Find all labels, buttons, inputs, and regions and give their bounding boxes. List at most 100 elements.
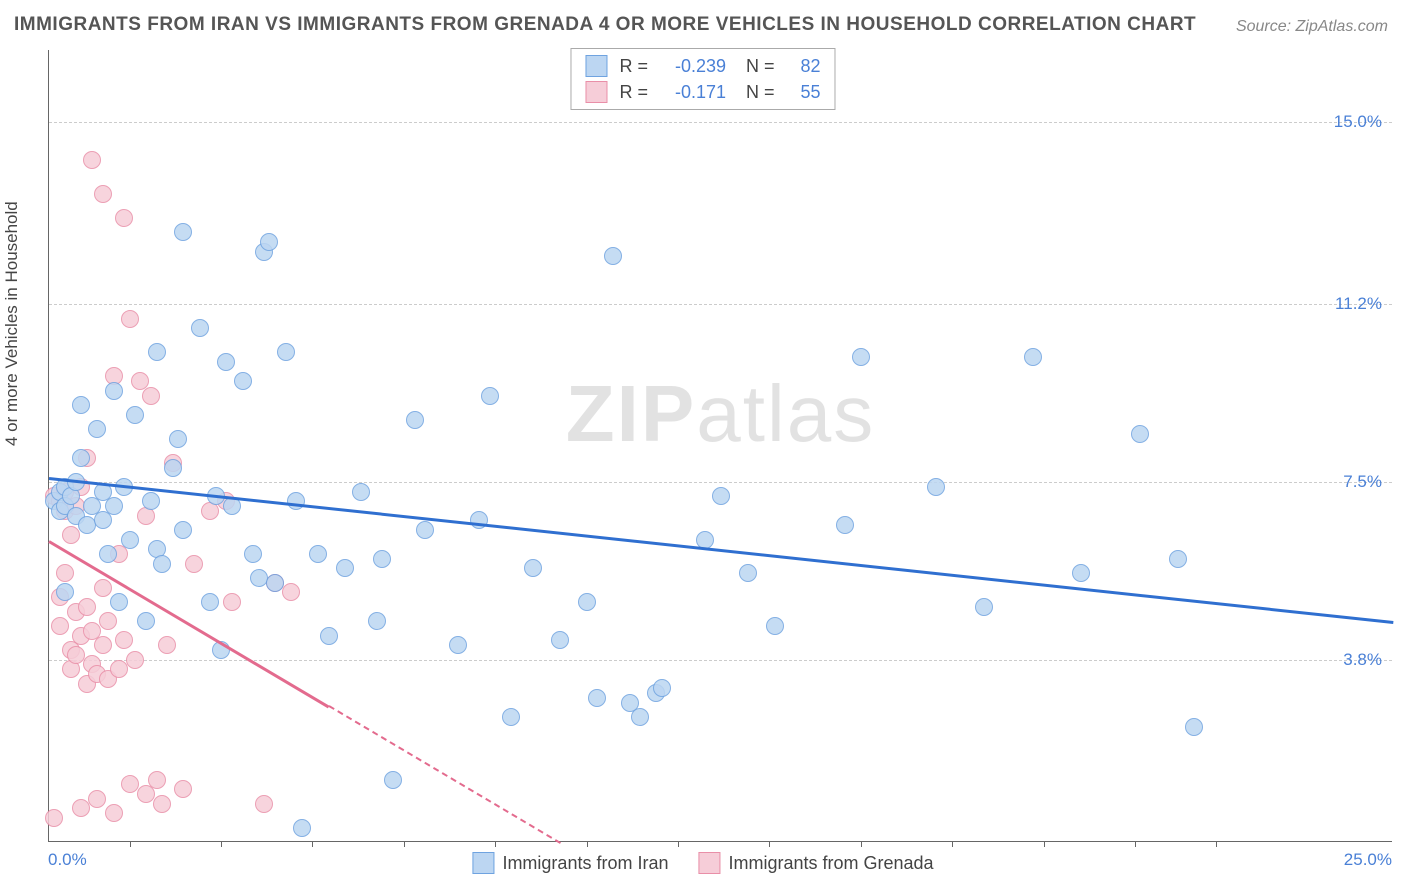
x-tick [312,841,313,847]
chart-title: IMMIGRANTS FROM IRAN VS IMMIGRANTS FROM … [14,14,1196,36]
data-point [320,627,338,645]
plot-area: ZIPatlas 3.8%7.5%11.2%15.0% [48,50,1392,842]
data-point [406,411,424,429]
data-point [169,430,187,448]
data-point [766,617,784,635]
legend-item: Immigrants from Iran [472,852,668,874]
data-point [416,521,434,539]
data-point [223,593,241,611]
source-text: Source: ZipAtlas.com [1236,18,1388,36]
n-label: N = [746,56,775,77]
data-point [524,559,542,577]
data-point [1169,550,1187,568]
data-point [83,151,101,169]
data-point [368,612,386,630]
data-point [110,593,128,611]
y-tick-label: 3.8% [1343,650,1382,670]
data-point [72,396,90,414]
data-point [105,497,123,515]
data-point [191,319,209,337]
watermark: ZIPatlas [566,368,875,460]
legend-label: Immigrants from Iran [502,853,668,874]
data-point [1072,564,1090,582]
data-point [88,790,106,808]
data-point [137,612,155,630]
data-point [631,708,649,726]
data-point [99,612,117,630]
legend-label: Immigrants from Grenada [728,853,933,874]
data-point [336,559,354,577]
data-point [712,487,730,505]
data-point [836,516,854,534]
data-point [153,555,171,573]
data-point [99,545,117,563]
data-point [126,406,144,424]
data-point [105,382,123,400]
data-point [352,483,370,501]
legend-item: Immigrants from Grenada [698,852,933,874]
y-tick-label: 11.2% [1335,294,1382,314]
data-point [449,636,467,654]
x-tick [221,841,222,847]
y-tick-label: 7.5% [1343,472,1382,492]
x-min-label: 0.0% [48,850,87,870]
data-point [1024,348,1042,366]
data-point [604,247,622,265]
data-point [148,343,166,361]
data-point [852,348,870,366]
x-tick [495,841,496,847]
data-point [739,564,757,582]
data-point [105,804,123,822]
data-point [94,636,112,654]
data-point [115,631,133,649]
data-point [142,492,160,510]
x-tick [130,841,131,847]
data-point [201,593,219,611]
data-point [51,617,69,635]
n-label: N = [746,82,775,103]
data-point [148,771,166,789]
data-point [260,233,278,251]
data-point [126,651,144,669]
x-tick [769,841,770,847]
data-point [110,660,128,678]
data-point [373,550,391,568]
r-value: -0.171 [660,82,726,103]
y-axis-label: 4 or more Vehicles in Household [2,201,22,446]
x-tick [952,841,953,847]
data-point [121,775,139,793]
x-tick [678,841,679,847]
gridline [49,482,1392,483]
data-point [653,679,671,697]
legend-swatch [585,55,607,77]
x-tick [1044,841,1045,847]
data-point [277,343,295,361]
data-point [502,708,520,726]
data-point [67,646,85,664]
stats-row: R =-0.171N =55 [585,79,820,105]
data-point [78,598,96,616]
data-point [384,771,402,789]
data-point [287,492,305,510]
data-point [975,598,993,616]
data-point [153,795,171,813]
data-point [309,545,327,563]
x-tick [404,841,405,847]
data-point [94,579,112,597]
x-tick [1216,841,1217,847]
data-point [588,689,606,707]
data-point [158,636,176,654]
data-point [174,780,192,798]
data-point [45,809,63,827]
data-point [282,583,300,601]
data-point [62,526,80,544]
r-label: R = [619,82,648,103]
r-label: R = [619,56,648,77]
data-point [1185,718,1203,736]
data-point [88,420,106,438]
data-point [94,185,112,203]
data-point [185,555,203,573]
legend-swatch [585,81,607,103]
x-tick [587,841,588,847]
data-point [927,478,945,496]
